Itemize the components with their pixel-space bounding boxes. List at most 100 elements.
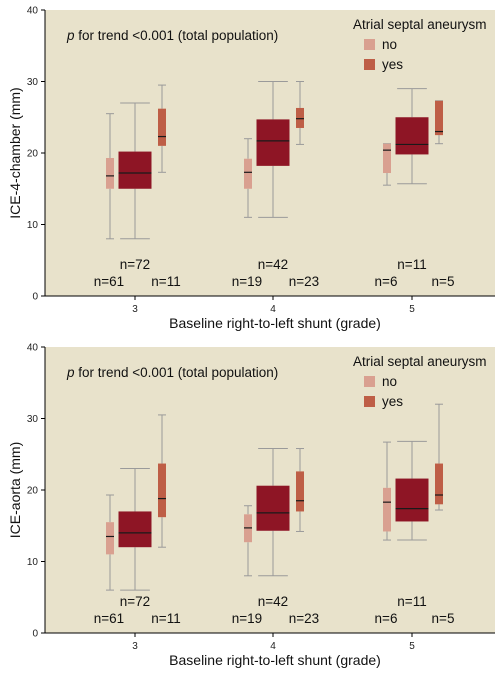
x-tick-label: 5 [409, 641, 415, 652]
box-total [118, 102, 152, 240]
box-iqr [244, 158, 252, 189]
y-tick-label: 0 [32, 629, 38, 640]
box-yes [296, 448, 304, 532]
n-label-total: n=11 [397, 257, 426, 272]
box-iqr [395, 478, 429, 522]
legend: Atrial septal aneurysm no yes [353, 17, 487, 72]
legend-swatch-no [364, 39, 375, 50]
box-total [256, 81, 290, 218]
x-axis-title: Baseline right-to-left shunt (grade) [169, 652, 381, 668]
n-label-no: n=19 [232, 274, 262, 289]
legend-label-yes: yes [382, 57, 403, 72]
x-tick-label: 5 [409, 304, 415, 315]
n-label-no: n=61 [94, 274, 124, 289]
box-iqr [435, 100, 443, 136]
y-axis-title: ICE-4-chamber (mm) [7, 87, 23, 218]
box-no [244, 505, 252, 577]
legend-swatch-yes [364, 396, 375, 407]
trend-annotation: p for trend <0.001 (total population) [66, 28, 278, 43]
n-label-total: n=42 [258, 594, 288, 609]
box-iqr [158, 463, 166, 518]
x-tick-label: 3 [132, 304, 138, 315]
n-label-yes: n=11 [151, 611, 180, 626]
n-label-total: n=72 [120, 594, 150, 609]
legend: Atrial septal aneurysm no yes [353, 354, 487, 409]
x-tick-label: 3 [132, 641, 138, 652]
box-yes [296, 81, 304, 145]
y-tick-label: 40 [27, 6, 39, 17]
y-tick-label: 10 [27, 557, 39, 568]
box-total [118, 468, 152, 591]
y-tick-label: 20 [27, 486, 39, 497]
n-label-yes: n=5 [432, 611, 455, 626]
n-label-no: n=61 [94, 611, 124, 626]
n-label-yes: n=23 [289, 611, 319, 626]
n-label-no: n=6 [375, 274, 398, 289]
box-yes [435, 403, 443, 511]
box-iqr [106, 158, 114, 189]
box-iqr [256, 485, 290, 531]
legend-title: Atrial septal aneurysm [353, 354, 487, 369]
trend-annotation: p for trend <0.001 (total population) [66, 365, 278, 380]
x-axis-title: Baseline right-to-left shunt (grade) [169, 315, 381, 331]
box-iqr [296, 471, 304, 512]
box-no [244, 138, 252, 218]
category-group-4: 4 n=42 n=19 n=23 [232, 448, 319, 652]
box-yes [158, 84, 166, 173]
box-total [395, 88, 429, 185]
box-no [383, 143, 391, 186]
n-label-no: n=19 [232, 611, 262, 626]
box-iqr [296, 107, 304, 128]
trend-text: for trend <0.001 (total population) [75, 365, 279, 380]
y-tick-label: 20 [27, 149, 39, 160]
legend-label-no: no [382, 374, 397, 389]
category-group-3: 3 n=72 n=61 n=11 [94, 414, 181, 652]
box-iqr [383, 143, 391, 174]
box-no [106, 494, 114, 591]
y-tick-label: 10 [27, 220, 39, 231]
trend-p-symbol: p [66, 365, 75, 380]
trend-text: for trend <0.001 (total population) [75, 28, 279, 43]
x-tick-label: 4 [270, 641, 276, 652]
box-iqr [158, 108, 166, 146]
y-tick-label: 0 [32, 292, 38, 303]
x-tick-label: 4 [270, 304, 276, 315]
category-group-5: 5 n=11 n=6 n=5 [375, 403, 455, 652]
box-no [106, 113, 114, 240]
n-label-total: n=42 [258, 257, 288, 272]
box-total [395, 440, 429, 541]
chart-panel-1: 0 10 20 30 40 ICE-4-chamber (mm) Baseline righ… [7, 6, 495, 331]
legend-label-no: no [382, 37, 397, 52]
box-iqr [435, 463, 443, 505]
trend-p-symbol: p [66, 28, 75, 43]
legend-swatch-yes [364, 59, 375, 70]
n-label-yes: n=23 [289, 274, 319, 289]
box-iqr [118, 511, 152, 548]
box-yes [158, 414, 166, 548]
n-label-total: n=11 [397, 594, 426, 609]
legend-swatch-no [364, 376, 375, 387]
y-tick-label: 30 [27, 77, 39, 88]
legend-title: Atrial septal aneurysm [353, 17, 487, 32]
n-label-total: n=72 [120, 257, 150, 272]
n-label-no: n=6 [375, 611, 398, 626]
chart-panel-2: 0 10 20 30 40 ICE-aorta (mm) Baseline right-to… [7, 343, 495, 668]
box-total [256, 448, 290, 577]
category-group-3: 3 n=72 n=61 n=11 [94, 84, 181, 315]
box-iqr [256, 119, 290, 166]
box-no [383, 441, 391, 541]
legend-label-yes: yes [382, 394, 403, 409]
n-label-yes: n=5 [432, 274, 455, 289]
category-group-4: 4 n=42 n=19 n=23 [232, 81, 319, 315]
y-tick-label: 40 [27, 343, 39, 354]
category-group-5: 5 n=11 n=6 n=5 [375, 88, 455, 315]
y-axis-title: ICE-aorta (mm) [7, 442, 23, 538]
box-iqr [118, 151, 152, 189]
n-label-yes: n=11 [151, 274, 180, 289]
y-tick-label: 30 [27, 414, 39, 425]
box-iqr [395, 117, 429, 155]
box-iqr [106, 522, 114, 555]
box-iqr [383, 487, 391, 532]
box-yes [435, 100, 443, 145]
